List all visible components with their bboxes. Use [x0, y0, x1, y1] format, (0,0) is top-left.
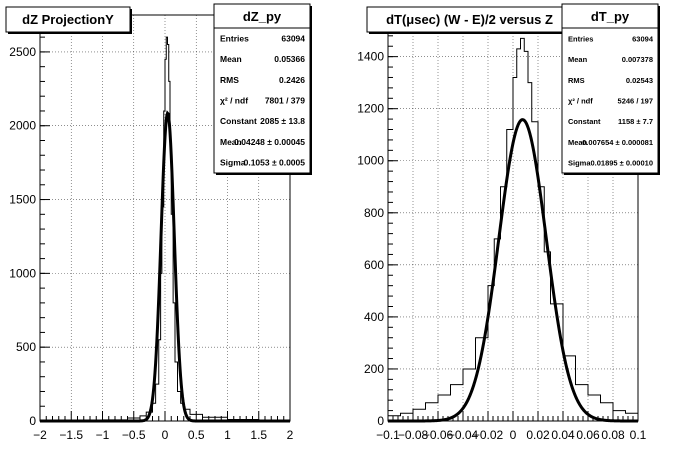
x-tick-label: 0.06	[576, 428, 600, 442]
stats-row-label: χ² / ndf	[568, 97, 593, 106]
y-tick-label: 0	[377, 414, 384, 428]
stats-row-label: Constant	[568, 117, 601, 126]
x-tick-label: −0.5	[122, 428, 146, 442]
stats-row-value: 1158 ± 7.7	[618, 117, 653, 126]
x-tick-label: 0.5	[188, 428, 205, 442]
x-tick-label: 1	[224, 428, 231, 442]
x-tick-label: −0.06	[423, 428, 454, 442]
y-tick-label: 1000	[357, 154, 384, 168]
stats-row-value: 0.02543	[626, 76, 653, 85]
stats-row-label: Mean	[220, 137, 242, 147]
stats-box	[213, 3, 311, 174]
x-tick-label: −0.04	[448, 428, 479, 442]
y-tick-label: 200	[364, 362, 384, 376]
stats-row-label: χ² / ndf	[220, 96, 248, 106]
title-box	[5, 6, 131, 33]
y-tick-label: 2500	[9, 45, 36, 59]
x-tick-label: 0	[510, 428, 517, 442]
stats-row-label: Mean	[568, 138, 588, 147]
stats-row-value: 63094	[632, 34, 654, 43]
y-tick-label: 1000	[9, 266, 36, 280]
x-axis: −2 −1.5 −1 −0.5 0 0.5 1 1.5 2	[33, 411, 294, 442]
y-tick-label: 1500	[9, 193, 36, 207]
x-tick-label: 0.08	[601, 428, 625, 442]
x-tick-label: −0.08	[398, 428, 429, 442]
chart-title: dZ ProjectionY	[22, 12, 114, 27]
stats-row-label: Constant	[220, 116, 257, 126]
stats-row-value: 7801 / 379	[265, 96, 305, 106]
gaussian-fit-curve	[388, 118, 638, 423]
y-tick-label: 0	[29, 414, 36, 428]
y-axis: 0 200 400 600 800 1000 1200 1400	[357, 14, 398, 428]
stats-row-label: Mean	[220, 54, 242, 64]
stats-row-value: 0.2426	[279, 75, 305, 85]
y-tick-label: 500	[16, 340, 36, 354]
stats-row-label: Mean	[568, 55, 588, 64]
stats-row-value: 0.04248 ± 0.00045	[234, 137, 305, 147]
stats-row-value: 0.1053 ± 0.0005	[244, 158, 306, 168]
chart-title: dT(μsec) (W - E)/2 versus Z	[386, 12, 553, 27]
x-tick-label: −1	[96, 428, 110, 442]
stats-row-label: Sigma	[568, 159, 591, 168]
stats-row-label: Entries	[568, 34, 593, 43]
y-tick-label: 800	[364, 206, 384, 220]
stats-row-label: RMS	[220, 75, 239, 85]
y-tick-label: 600	[364, 258, 384, 272]
stats-row-label: Entries	[220, 33, 249, 43]
chart-panel-1: −2 −1.5 −1 −0.5 0 0.5 1 1.5 2 0 500 1000 1500 2000 250…	[5, 3, 312, 442]
stats-row-value: 0.01895 ± 0.00010	[590, 159, 653, 168]
histogram-line	[39, 36, 291, 422]
gaussian-fit-curve	[40, 110, 290, 423]
y-tick-label: 1400	[357, 50, 384, 64]
x-tick-label: −2	[33, 428, 47, 442]
x-tick-label: −0.1	[376, 428, 400, 442]
x-axis: −0.1−0.08−0.06−0.04−0.02 0 0.02 0.04 0.06 0.0…	[376, 411, 647, 442]
x-tick-label: −0.02	[473, 428, 504, 442]
y-tick-label: 1200	[357, 102, 384, 116]
y-tick-label: 2000	[9, 119, 36, 133]
chart-panel-2: −0.1−0.08−0.06−0.04−0.02 0 0.02 0.04 0.06 0.0…	[357, 3, 660, 442]
x-tick-label: 0.1	[630, 428, 647, 442]
y-axis: 0 500 1000 1500 2000 2500	[9, 21, 50, 428]
stats-row-label: RMS	[568, 76, 585, 85]
y-tick-label: 400	[364, 310, 384, 324]
stats-name: dZ_py	[243, 9, 282, 24]
stats-row-label: Sigma	[220, 158, 246, 168]
histogram-line	[387, 37, 639, 421]
x-tick-label: 2	[287, 428, 294, 442]
stats-row-value: 5246 / 197	[618, 97, 653, 106]
x-tick-label: 0	[162, 428, 169, 442]
stats-name: dT_py	[591, 9, 630, 24]
x-tick-label: 1.5	[250, 428, 267, 442]
stats-row-value: 63094	[281, 33, 305, 43]
x-tick-label: 0.02	[526, 428, 550, 442]
stats-row-value: 0.007378	[622, 55, 653, 64]
stats-row-value: 0.05366	[274, 54, 305, 64]
x-tick-label: −1.5	[59, 428, 83, 442]
stats-row-value: 2085 ± 13.8	[260, 116, 305, 126]
title-box	[366, 6, 573, 33]
stats-box	[561, 3, 659, 174]
x-tick-label: 0.04	[551, 428, 575, 442]
stats-row-value: 0.007654 ± 0.000081	[582, 138, 653, 147]
